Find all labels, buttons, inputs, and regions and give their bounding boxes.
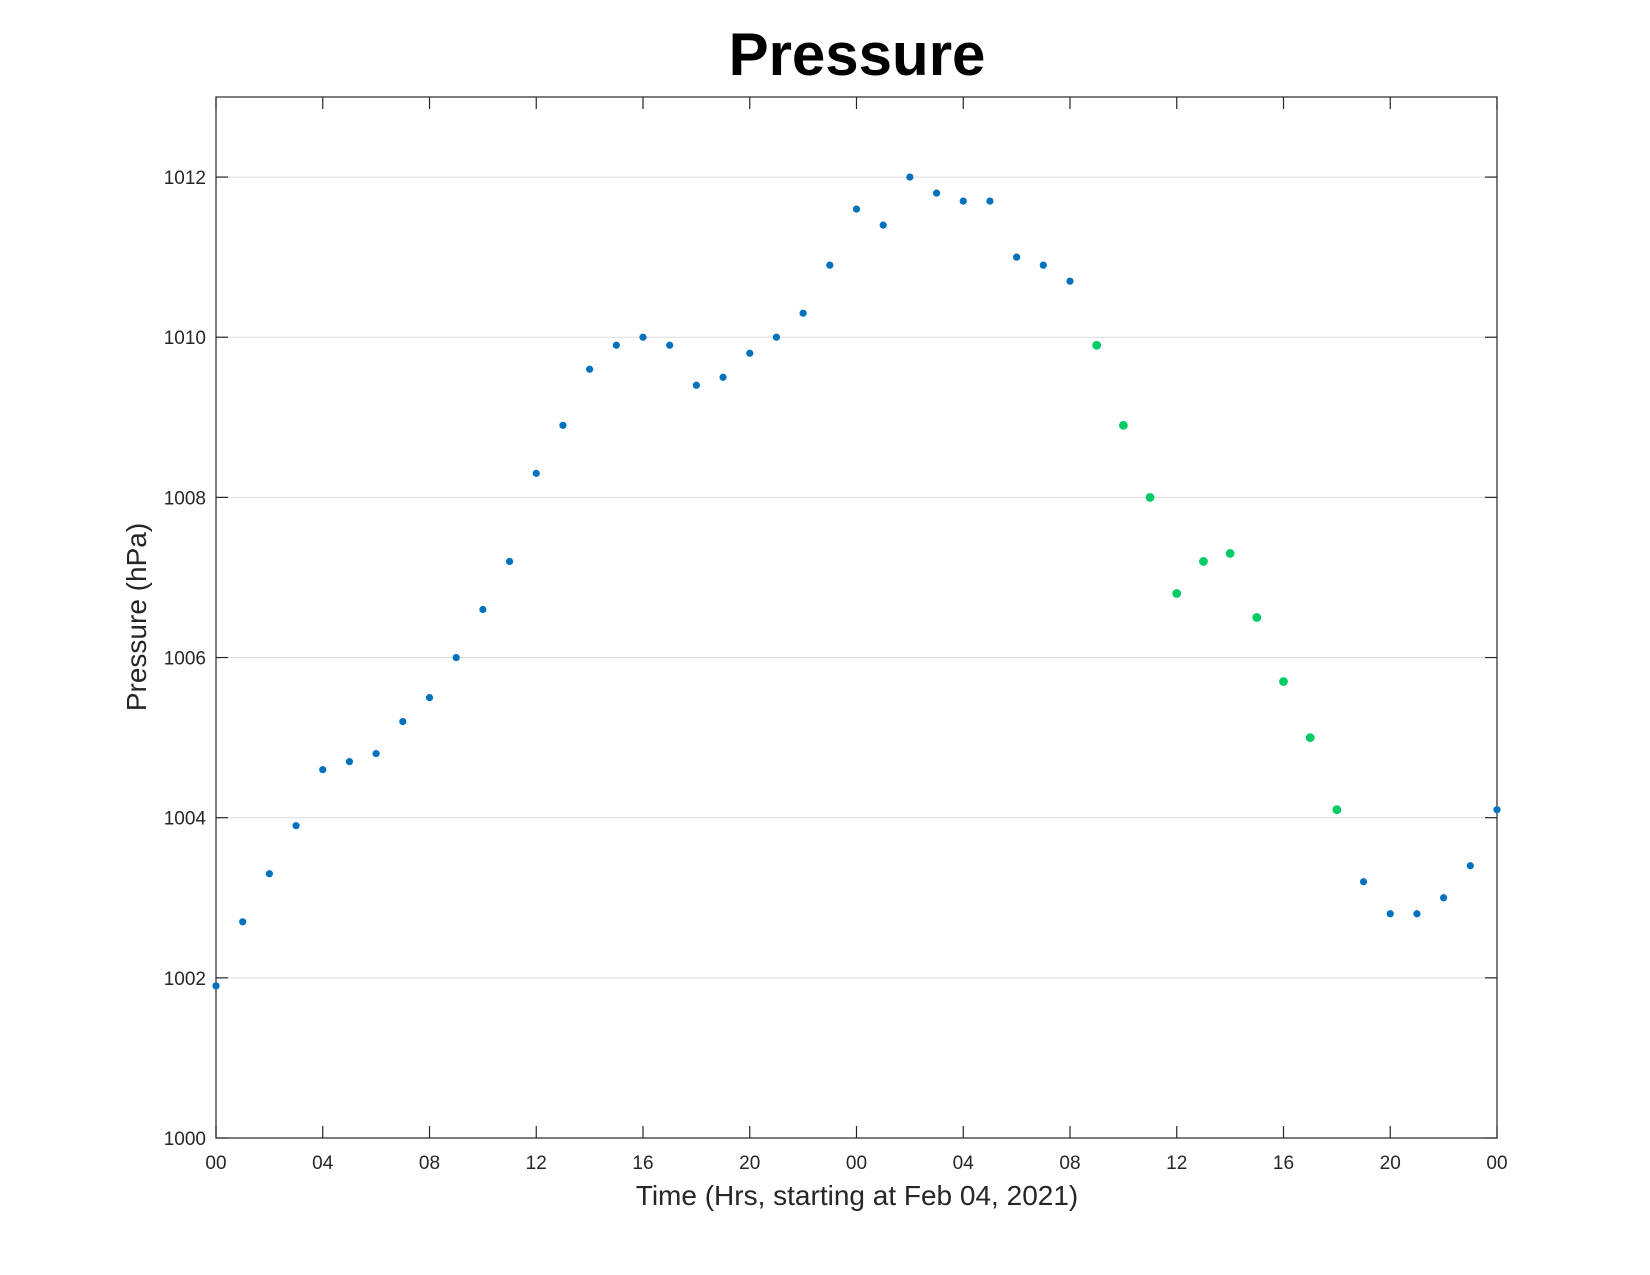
data-point	[612, 341, 620, 349]
data-point	[265, 870, 273, 878]
data-point	[906, 173, 914, 181]
data-point	[479, 605, 487, 614]
data-point	[1466, 862, 1474, 870]
gridlines	[216, 176, 1497, 979]
data-point	[932, 189, 941, 197]
data-point	[319, 766, 327, 774]
x-tick-label: 00	[1486, 1153, 1507, 1174]
data-point	[1039, 261, 1047, 269]
data-point	[1066, 277, 1074, 285]
data-point	[1332, 805, 1342, 815]
data-point	[1252, 613, 1262, 622]
x-tick-label: 12	[1166, 1153, 1187, 1174]
x-tick-label: 16	[1273, 1153, 1294, 1174]
x-tick-label: 08	[1059, 1153, 1080, 1174]
data-point	[586, 365, 594, 373]
x-tick-label: 00	[846, 1153, 867, 1174]
x-tick-label: 00	[205, 1153, 226, 1174]
data-point	[1493, 806, 1501, 814]
data-point	[212, 982, 220, 990]
data-point	[879, 221, 887, 229]
y-axis-label: Pressure (hPa)	[121, 523, 152, 711]
x-tick-label: 20	[739, 1153, 760, 1174]
data-point	[986, 197, 994, 205]
data-point	[559, 421, 567, 429]
plot-area-frame	[215, 96, 1498, 1139]
data-point	[399, 718, 407, 726]
chart-title: Pressure	[729, 21, 986, 88]
data-point	[239, 918, 247, 926]
data-point	[1279, 677, 1288, 686]
x-axis-label: Time (Hrs, starting at Feb 04, 2021)	[636, 1180, 1078, 1211]
data-point	[639, 333, 647, 341]
data-point	[799, 309, 807, 317]
y-tick-label: 1006	[164, 649, 206, 670]
data-point	[532, 469, 540, 477]
data-point	[1092, 340, 1102, 350]
data-point	[666, 341, 674, 349]
data-point	[345, 758, 354, 766]
data-point	[1225, 549, 1235, 558]
y-tick-label: 1002	[164, 969, 206, 990]
data-points	[212, 173, 1501, 990]
data-point	[505, 557, 514, 566]
data-point	[1440, 894, 1448, 902]
y-tick-label: 1012	[164, 168, 206, 189]
data-point	[1386, 910, 1394, 918]
data-point	[425, 693, 434, 702]
x-tick-label: 12	[526, 1153, 547, 1174]
x-tick-label: 04	[312, 1153, 334, 1174]
data-point	[826, 261, 834, 269]
data-point	[1145, 492, 1155, 502]
y-tick-label: 1004	[164, 809, 207, 830]
data-point	[292, 822, 300, 830]
x-tick-label: 20	[1380, 1153, 1401, 1174]
data-point	[1013, 253, 1021, 261]
data-point	[1359, 878, 1368, 886]
x-tick-label: 16	[632, 1153, 653, 1174]
data-point	[1413, 910, 1421, 918]
data-point	[959, 197, 967, 205]
y-tick-label: 1008	[164, 488, 206, 509]
data-point	[1172, 589, 1182, 598]
data-point	[1199, 557, 1208, 566]
data-point	[372, 750, 380, 758]
x-tick-label: 08	[419, 1153, 440, 1174]
data-point	[452, 653, 460, 662]
data-point	[1118, 420, 1128, 430]
data-point	[852, 205, 861, 213]
x-tick-label: 04	[953, 1153, 975, 1174]
data-point	[772, 333, 781, 341]
axis-ticks: 1000 1002 1004 1006 1008 1010 1012 00 04 08 12 16 20…	[164, 97, 1508, 1174]
data-point	[746, 349, 754, 357]
data-point	[1305, 733, 1315, 743]
y-tick-label: 1010	[164, 328, 206, 349]
data-point	[719, 373, 727, 381]
data-point	[692, 381, 700, 389]
y-tick-label: 1000	[164, 1129, 206, 1150]
